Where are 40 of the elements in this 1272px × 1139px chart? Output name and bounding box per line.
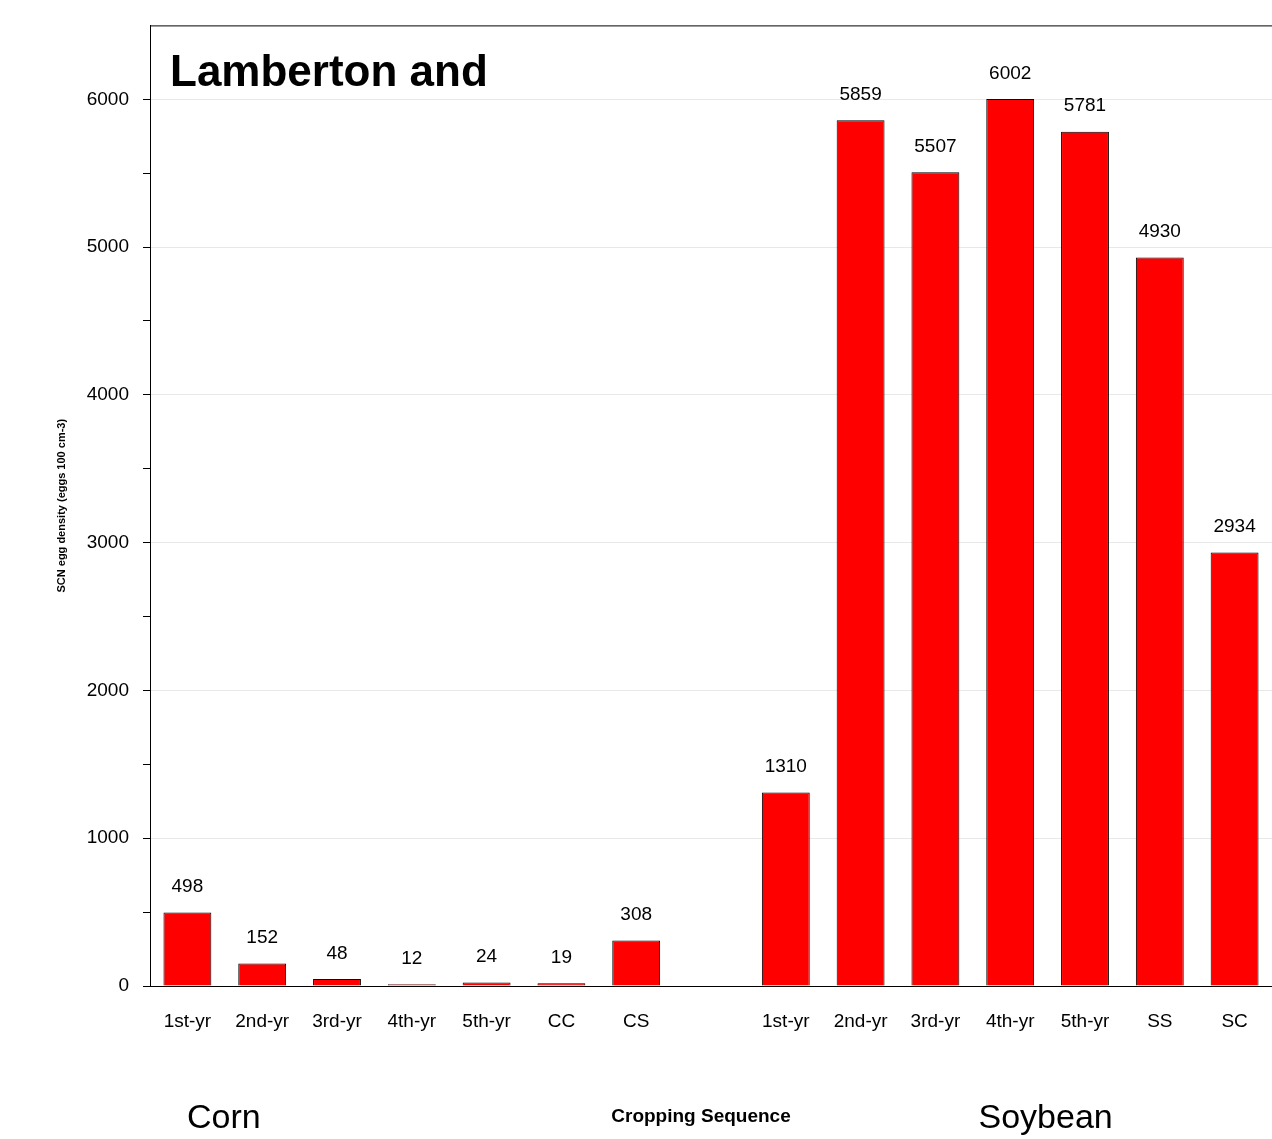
data-label: 5781 <box>1063 94 1107 116</box>
data-label: 152 <box>246 926 279 948</box>
data-label: 6002 <box>989 61 1032 83</box>
y-tick-label: 6000 <box>86 87 129 109</box>
data-label: 1310 <box>764 755 807 777</box>
x-tick-label: CS <box>623 1009 650 1031</box>
data-label: 19 <box>550 945 572 967</box>
y-tick-label: 1000 <box>86 826 129 848</box>
text: Lamberton and <box>170 45 488 95</box>
data-label: 12 <box>401 946 423 968</box>
x-tick-label: SC <box>1221 1009 1248 1031</box>
x-tick-label: CC <box>547 1009 576 1031</box>
y-axis-title: SCN egg density (eggs 100 cm-3) <box>55 418 68 593</box>
y-tick-label: 2000 <box>86 678 129 700</box>
data-label: 48 <box>326 941 348 963</box>
x-tick-label: SS <box>1147 1009 1173 1031</box>
text: Soybean <box>978 1097 1113 1136</box>
x-tick-label: 1st-yr <box>762 1009 811 1031</box>
y-tick-label: 3000 <box>86 530 129 552</box>
x-tick-label: 2nd-yr <box>833 1009 889 1031</box>
data-label: 5859 <box>839 82 882 104</box>
data-label: 2934 <box>1213 515 1257 537</box>
x-tick-label: 4th-yr <box>985 1009 1036 1031</box>
y-tick-label: 4000 <box>86 383 129 405</box>
x-axis-title: Cropping Sequence <box>611 1105 791 1127</box>
data-label: 5507 <box>914 134 957 156</box>
data-label: 24 <box>476 945 498 967</box>
y-tick-label: 5000 <box>86 235 129 257</box>
x-tick-label: 3rd-yr <box>910 1009 961 1031</box>
x-tick-label: 1st-yr <box>163 1009 212 1031</box>
y-tick-label: 0 <box>118 974 129 996</box>
data-label: 308 <box>620 903 653 925</box>
x-tick-label: 5th-yr <box>1060 1009 1110 1031</box>
text: Corn <box>187 1097 261 1136</box>
x-tick-label: 2nd-yr <box>235 1009 290 1031</box>
x-tick-label: 4th-yr <box>387 1009 437 1031</box>
x-tick-label: 5th-yr <box>462 1009 512 1031</box>
data-label: 4930 <box>1138 220 1181 242</box>
data-label: 498 <box>171 875 204 897</box>
x-tick-label: 3rd-yr <box>312 1009 363 1031</box>
